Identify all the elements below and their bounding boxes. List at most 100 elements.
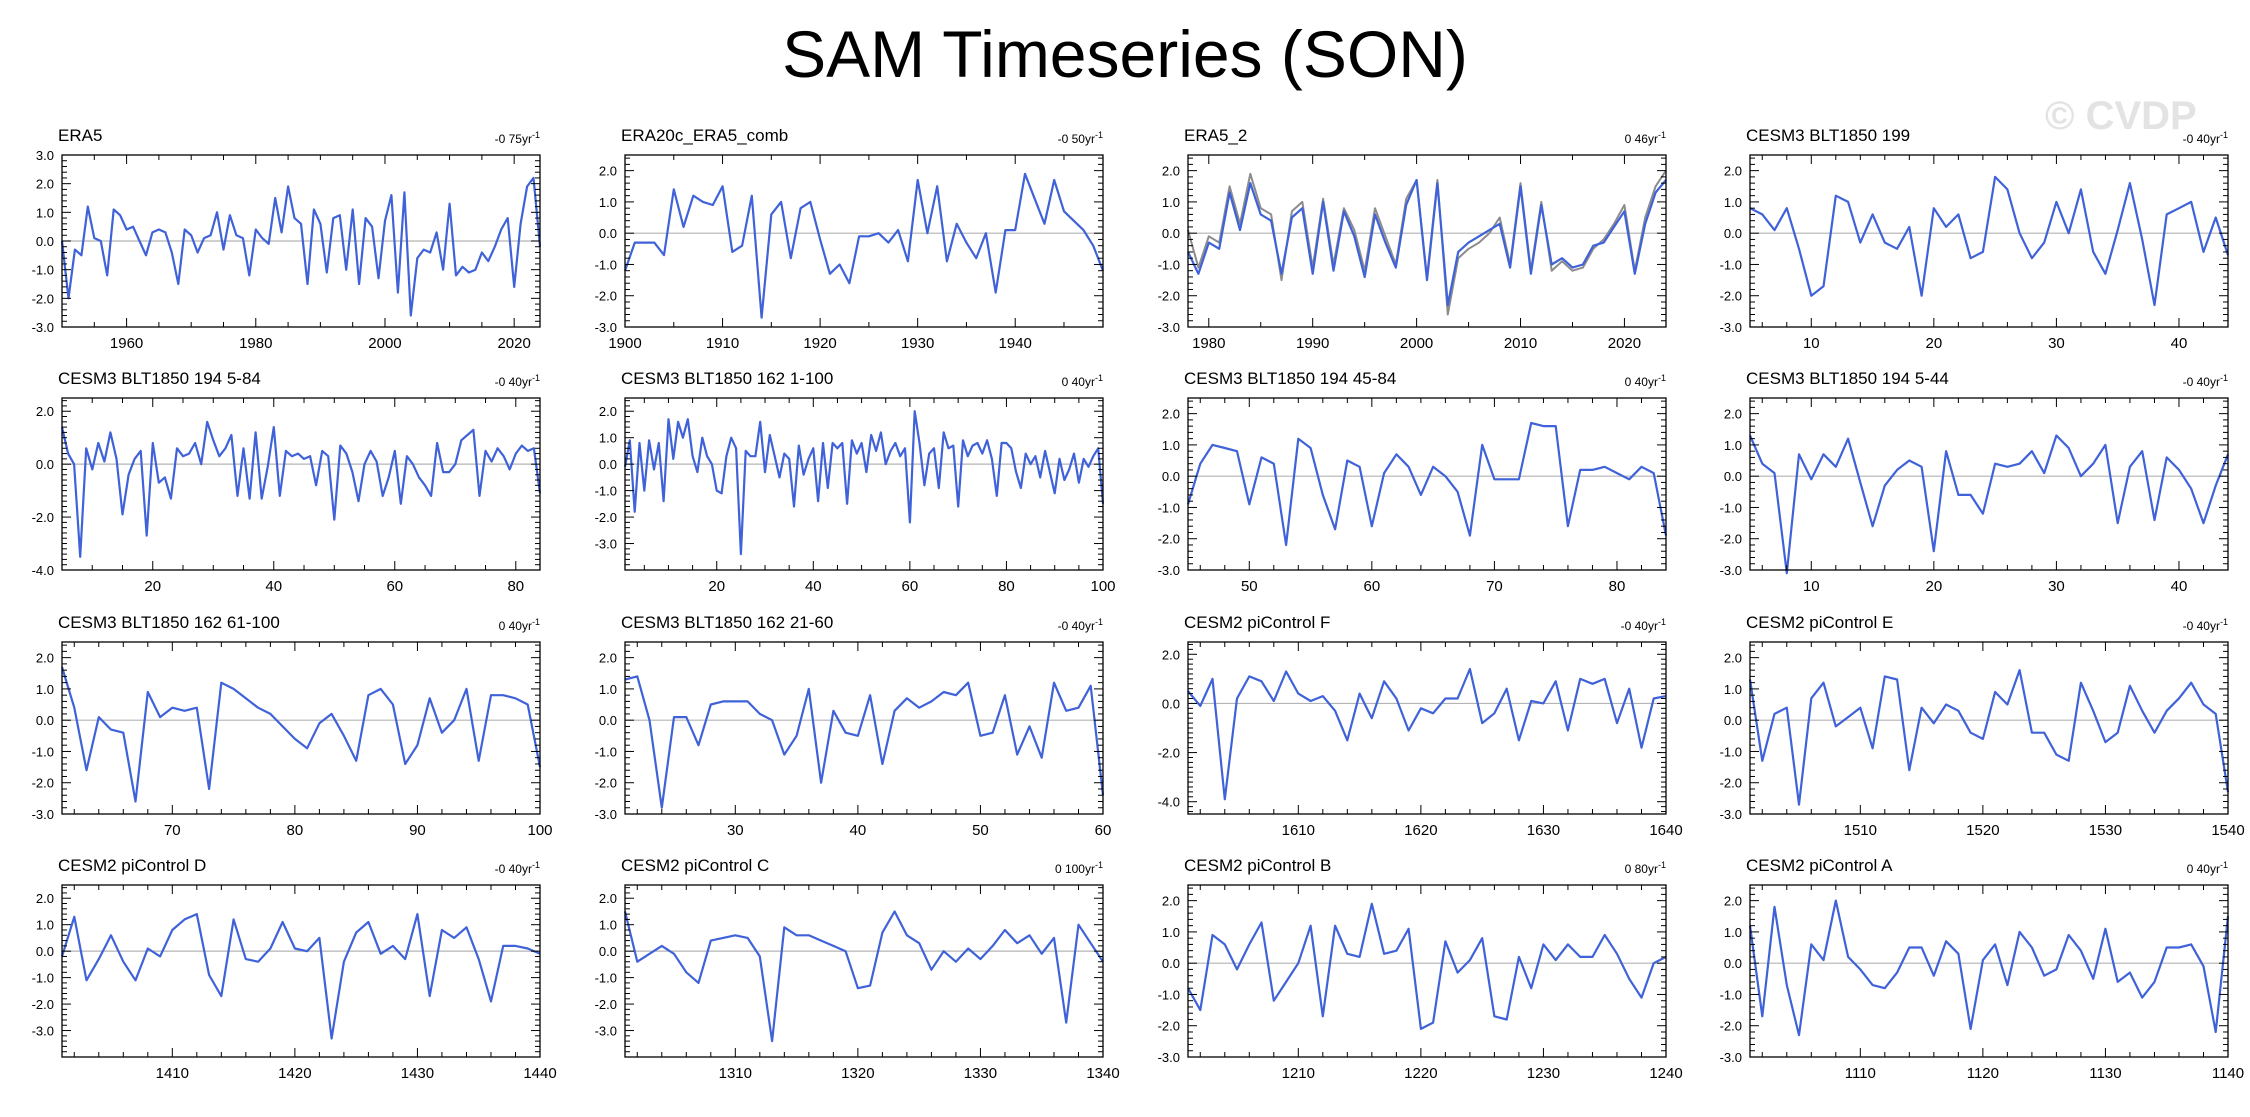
x-tick-label: 1140: [2212, 1065, 2244, 1082]
chart-panel: CESM3 BLT1850 194 5-84 -0 40yr-1 -4.0 -2.0 0…: [32, 369, 542, 595]
series-line: [60, 666, 542, 803]
y-tick-label: 0.0: [1724, 469, 1742, 484]
panel-title: CESM3 BLT1850 194 5-44: [1746, 369, 1949, 388]
series-line: [60, 176, 542, 317]
panel-trend-label: -0 40yr-1: [1058, 617, 1103, 633]
panel-title: CESM3 BLT1850 194 45-84: [1184, 369, 1396, 388]
x-tick-label: 1410: [156, 1065, 189, 1082]
chart-panel: ERA5 -0 75yr-1 -3.0 -2.0 -1.0 0.0 1.0 2.0 3.0 196…: [32, 126, 542, 352]
y-tick-label: -3.0: [595, 537, 617, 552]
x-tick-label: 100: [527, 822, 552, 839]
panel-title: CESM3 BLT1850 199: [1746, 126, 1910, 145]
x-tick-label: 30: [2048, 335, 2065, 352]
chart-panel: ERA20c_ERA5_comb -0 50yr-1 -3.0 -2.0 -1.0 0.0…: [595, 126, 1105, 352]
x-tick-label: 20: [708, 578, 725, 595]
reference-series-line: [1187, 170, 1667, 316]
y-tick-label: -2.0: [1158, 746, 1180, 761]
x-tick-label: 2020: [1608, 335, 1641, 352]
plot-frame: [624, 884, 1104, 1058]
x-tick-label: 1920: [803, 335, 836, 352]
chart-panel: CESM2 piControl C 0 100yr-1 -3.0 -2.0 -1.0 0.…: [595, 856, 1120, 1082]
y-tick-label: 2.0: [1162, 894, 1180, 909]
chart-panel: CESM2 piControl D -0 40yr-1 -3.0 -2.0 -1.0 0.…: [32, 856, 557, 1082]
x-tick-label: 1440: [523, 1065, 556, 1082]
y-tick-label: 3.0: [36, 148, 54, 163]
x-tick-label: 40: [805, 578, 822, 595]
y-tick-label: -3.0: [1158, 1050, 1180, 1065]
x-tick-label: 80: [287, 822, 304, 839]
x-tick-label: 2010: [1504, 335, 1537, 352]
x-tick-label: 1340: [1086, 1065, 1119, 1082]
x-tick-label: 10: [1803, 578, 1820, 595]
panel-title: CESM2 piControl D: [58, 856, 206, 875]
x-tick-label: 1430: [401, 1065, 434, 1082]
panel-trend-label: -0 40yr-1: [1621, 617, 1666, 633]
y-tick-label: 2.0: [1162, 647, 1180, 662]
panel-trend-label: 0 100yr-1: [1055, 860, 1103, 876]
y-tick-label: -1.0: [1158, 257, 1180, 272]
x-tick-label: 1330: [964, 1065, 997, 1082]
y-tick-label: 0.0: [1724, 226, 1742, 241]
plot-frame: [1749, 641, 2229, 815]
y-tick-label: -3.0: [595, 1024, 617, 1039]
x-tick-label: 60: [386, 578, 403, 595]
x-tick-label: 10: [1803, 335, 1820, 352]
y-tick-label: 2.0: [599, 891, 617, 906]
plot-frame: [1187, 397, 1667, 571]
y-tick-label: -2.0: [1720, 289, 1742, 304]
chart-panel: CESM3 BLT1850 162 61-100 0 40yr-1 -3.0 -2.0…: [32, 613, 553, 839]
series-line: [1186, 421, 1668, 547]
y-tick-label: 1.0: [36, 918, 54, 933]
panel-title: CESM2 piControl C: [621, 856, 769, 875]
y-tick-label: -3.0: [1720, 320, 1742, 335]
x-tick-label: 1240: [1649, 1065, 1682, 1082]
panel-trend-label: 0 80yr-1: [1625, 860, 1666, 876]
y-tick-label: 0.0: [1162, 226, 1180, 241]
y-tick-label: 0.0: [599, 713, 617, 728]
y-tick-label: -1.0: [595, 484, 617, 499]
x-tick-label: 1420: [278, 1065, 311, 1082]
y-tick-label: 0.0: [599, 457, 617, 472]
series-line: [623, 410, 1105, 556]
x-tick-label: 100: [1090, 578, 1115, 595]
x-tick-label: 40: [2171, 578, 2188, 595]
x-tick-label: 2000: [368, 335, 401, 352]
panel-trend-label: -0 40yr-1: [495, 860, 540, 876]
series-line: [1748, 899, 2230, 1037]
y-tick-label: -1.0: [1720, 744, 1742, 759]
x-tick-label: 60: [1364, 578, 1381, 595]
y-tick-label: 1.0: [599, 682, 617, 697]
y-tick-label: 2.0: [1162, 164, 1180, 179]
y-tick-label: 0.0: [599, 944, 617, 959]
y-tick-label: 1.0: [1724, 195, 1742, 210]
plot-frame: [624, 154, 1104, 328]
x-tick-label: 1980: [239, 335, 272, 352]
panel-title: CESM2 piControl E: [1746, 613, 1893, 632]
y-tick-label: 1.0: [1162, 925, 1180, 940]
chart-panel: CESM3 BLT1850 162 21-60 -0 40yr-1 -3.0 -2.0…: [595, 613, 1112, 839]
y-tick-label: -3.0: [32, 1024, 54, 1039]
plot-frame: [624, 641, 1104, 815]
series-line: [1748, 668, 2230, 806]
series-line: [60, 912, 541, 1040]
chart-panel: CESM2 piControl F -0 40yr-1 -4.0 -2.0 0.0 2.0…: [1158, 613, 1683, 839]
y-tick-label: 1.0: [1724, 682, 1742, 697]
series-line: [623, 910, 1104, 1043]
plot-frame: [61, 884, 541, 1058]
panel-title: CESM3 BLT1850 162 1-100: [621, 369, 833, 388]
x-tick-label: 50: [1241, 578, 1258, 595]
y-tick-label: -1.0: [1720, 500, 1742, 515]
x-tick-label: 1130: [2089, 1065, 2121, 1082]
x-tick-label: 1540: [2211, 822, 2244, 839]
panel-title: CESM3 BLT1850 194 5-84: [58, 369, 261, 388]
panel-trend-label: 0 40yr-1: [1062, 373, 1103, 389]
chart-panel: ERA5_2 0 46yr-1 -3.0 -2.0 -1.0 0.0 1.0 2.0 1980 1…: [1158, 126, 1667, 352]
y-tick-label: -3.0: [32, 807, 54, 822]
y-tick-label: 0.0: [36, 234, 54, 249]
panel-trend-label: 0 40yr-1: [499, 617, 540, 633]
x-tick-label: 1960: [110, 335, 143, 352]
y-tick-label: -2.0: [1158, 1019, 1180, 1034]
y-tick-label: 2.0: [599, 164, 617, 179]
y-tick-label: -1.0: [1720, 257, 1742, 272]
